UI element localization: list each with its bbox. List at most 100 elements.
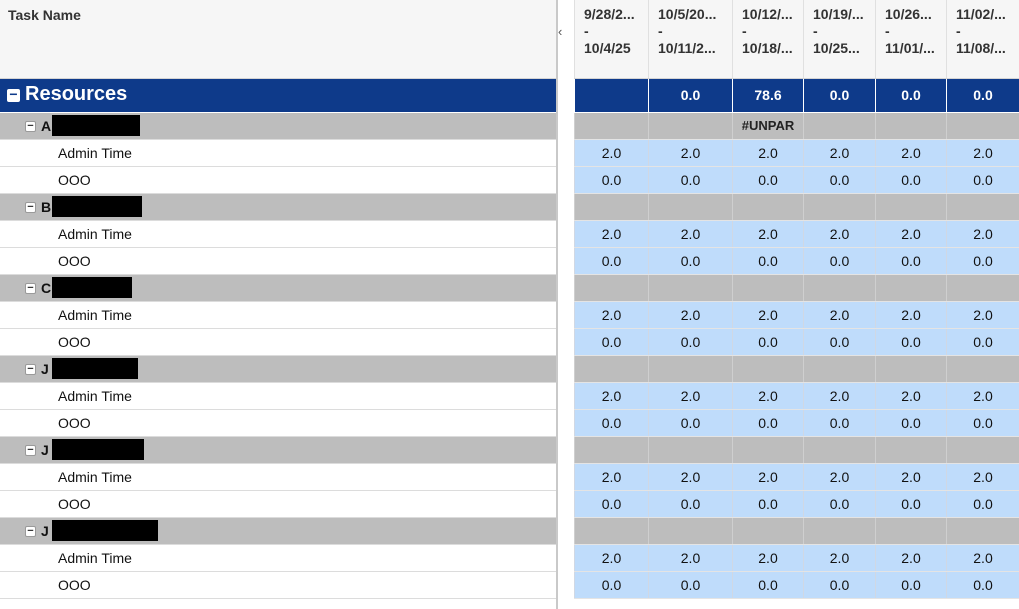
value-cell[interactable]: 0.0 — [803, 167, 875, 193]
value-cell[interactable]: 0.0 — [803, 410, 875, 436]
value-cell[interactable]: 0.0 — [574, 572, 648, 598]
value-cell[interactable] — [803, 275, 875, 301]
value-cell[interactable]: 2.0 — [875, 464, 946, 490]
value-cell[interactable]: 2.0 — [803, 302, 875, 328]
value-cell[interactable]: 0.0 — [574, 491, 648, 517]
value-cell[interactable] — [648, 518, 732, 544]
value-cell[interactable]: 0.0 — [574, 248, 648, 274]
value-cell[interactable] — [803, 437, 875, 463]
value-cell[interactable]: 2.0 — [648, 221, 732, 247]
value-cell[interactable]: 0.0 — [732, 329, 803, 355]
task-row[interactable]: OOO — [0, 248, 556, 275]
resource-group-row[interactable]: − C — [0, 275, 556, 302]
value-cell[interactable]: 2.0 — [574, 383, 648, 409]
value-cell[interactable]: 0.0 — [875, 329, 946, 355]
task-row[interactable]: Admin Time — [0, 545, 556, 572]
value-cell[interactable]: 0.0 — [803, 329, 875, 355]
value-cell[interactable]: 0.0 — [803, 572, 875, 598]
value-cell[interactable] — [574, 518, 648, 544]
date-column-header[interactable]: 10/5/20... -10/11/2... — [648, 0, 732, 78]
value-cell[interactable] — [574, 437, 648, 463]
value-cell[interactable] — [574, 79, 648, 112]
panel-splitter[interactable]: ‹ — [556, 0, 574, 609]
value-cell[interactable] — [803, 113, 875, 139]
value-cell[interactable] — [946, 113, 1019, 139]
value-cell[interactable]: 2.0 — [875, 221, 946, 247]
resource-group-row[interactable]: − J — [0, 356, 556, 383]
value-cell[interactable]: 78.6 — [732, 79, 803, 112]
task-row[interactable]: Admin Time — [0, 221, 556, 248]
value-cell[interactable]: 0.0 — [803, 248, 875, 274]
value-cell[interactable]: 0.0 — [875, 491, 946, 517]
value-cell[interactable]: 0.0 — [648, 167, 732, 193]
value-cell[interactable] — [732, 356, 803, 382]
value-cell[interactable]: 0.0 — [574, 329, 648, 355]
value-cell[interactable] — [875, 275, 946, 301]
value-cell[interactable] — [803, 194, 875, 220]
task-row[interactable]: Admin Time — [0, 464, 556, 491]
value-cell[interactable]: 0.0 — [732, 491, 803, 517]
value-cell[interactable]: 2.0 — [803, 140, 875, 166]
value-cell[interactable]: 2.0 — [803, 545, 875, 571]
value-cell[interactable]: 2.0 — [946, 140, 1019, 166]
value-cell[interactable]: 2.0 — [803, 383, 875, 409]
value-cell[interactable]: 0.0 — [732, 248, 803, 274]
value-cell[interactable] — [732, 275, 803, 301]
value-cell[interactable]: 0.0 — [875, 248, 946, 274]
task-row[interactable]: OOO — [0, 410, 556, 437]
value-cell[interactable] — [732, 194, 803, 220]
task-row[interactable]: Admin Time — [0, 302, 556, 329]
value-cell[interactable]: 2.0 — [732, 545, 803, 571]
value-cell[interactable]: 0.0 — [648, 410, 732, 436]
task-row[interactable]: Admin Time — [0, 383, 556, 410]
value-cell[interactable]: 2.0 — [732, 221, 803, 247]
value-cell[interactable] — [946, 194, 1019, 220]
value-cell[interactable]: 2.0 — [875, 140, 946, 166]
value-cell[interactable]: 0.0 — [946, 248, 1019, 274]
value-cell[interactable]: 2.0 — [732, 383, 803, 409]
value-cell[interactable]: 0.0 — [875, 572, 946, 598]
date-column-header[interactable]: 10/12/... -10/18/... — [732, 0, 803, 78]
value-cell[interactable]: 2.0 — [648, 545, 732, 571]
value-cell[interactable]: 0.0 — [648, 491, 732, 517]
collapse-minus-icon[interactable]: − — [25, 283, 36, 294]
value-cell[interactable]: 2.0 — [946, 302, 1019, 328]
value-cell[interactable]: 2.0 — [803, 221, 875, 247]
date-column-header[interactable]: 9/28/2... -10/4/25 — [574, 0, 648, 78]
resource-group-row[interactable]: − A — [0, 113, 556, 140]
date-column-header[interactable]: 10/26... -11/01/... — [875, 0, 946, 78]
value-cell[interactable] — [946, 275, 1019, 301]
value-cell[interactable]: 0.0 — [946, 167, 1019, 193]
task-row[interactable]: OOO — [0, 329, 556, 356]
value-cell[interactable] — [875, 356, 946, 382]
collapse-minus-icon[interactable]: − — [7, 87, 20, 102]
date-column-header[interactable]: 11/02/... -11/08/... — [946, 0, 1019, 78]
value-cell[interactable]: 2.0 — [875, 302, 946, 328]
value-cell[interactable] — [648, 356, 732, 382]
value-cell[interactable]: 0.0 — [732, 410, 803, 436]
value-cell[interactable]: 2.0 — [574, 302, 648, 328]
task-row[interactable]: OOO — [0, 167, 556, 194]
resource-group-row[interactable]: − J — [0, 518, 556, 545]
value-cell[interactable]: 0.0 — [946, 329, 1019, 355]
value-cell[interactable]: 0.0 — [946, 572, 1019, 598]
value-cell[interactable]: 0.0 — [803, 79, 875, 112]
collapse-minus-icon[interactable]: − — [25, 526, 36, 537]
value-cell[interactable]: 2.0 — [946, 545, 1019, 571]
value-cell[interactable] — [648, 113, 732, 139]
collapse-minus-icon[interactable]: − — [25, 202, 36, 213]
value-cell[interactable]: 2.0 — [574, 140, 648, 166]
value-cell[interactable] — [648, 437, 732, 463]
value-cell[interactable]: 0.0 — [732, 572, 803, 598]
value-cell[interactable] — [946, 437, 1019, 463]
value-cell[interactable]: 0.0 — [946, 79, 1019, 112]
value-cell[interactable]: 2.0 — [574, 464, 648, 490]
value-cell[interactable] — [648, 275, 732, 301]
value-cell[interactable]: 0.0 — [946, 491, 1019, 517]
value-cell[interactable]: 2.0 — [574, 545, 648, 571]
date-column-header[interactable]: 10/19/... -10/25... — [803, 0, 875, 78]
value-cell[interactable] — [574, 356, 648, 382]
value-cell[interactable]: 0.0 — [648, 248, 732, 274]
value-cell[interactable]: 0.0 — [648, 572, 732, 598]
value-cell[interactable]: 2.0 — [648, 464, 732, 490]
